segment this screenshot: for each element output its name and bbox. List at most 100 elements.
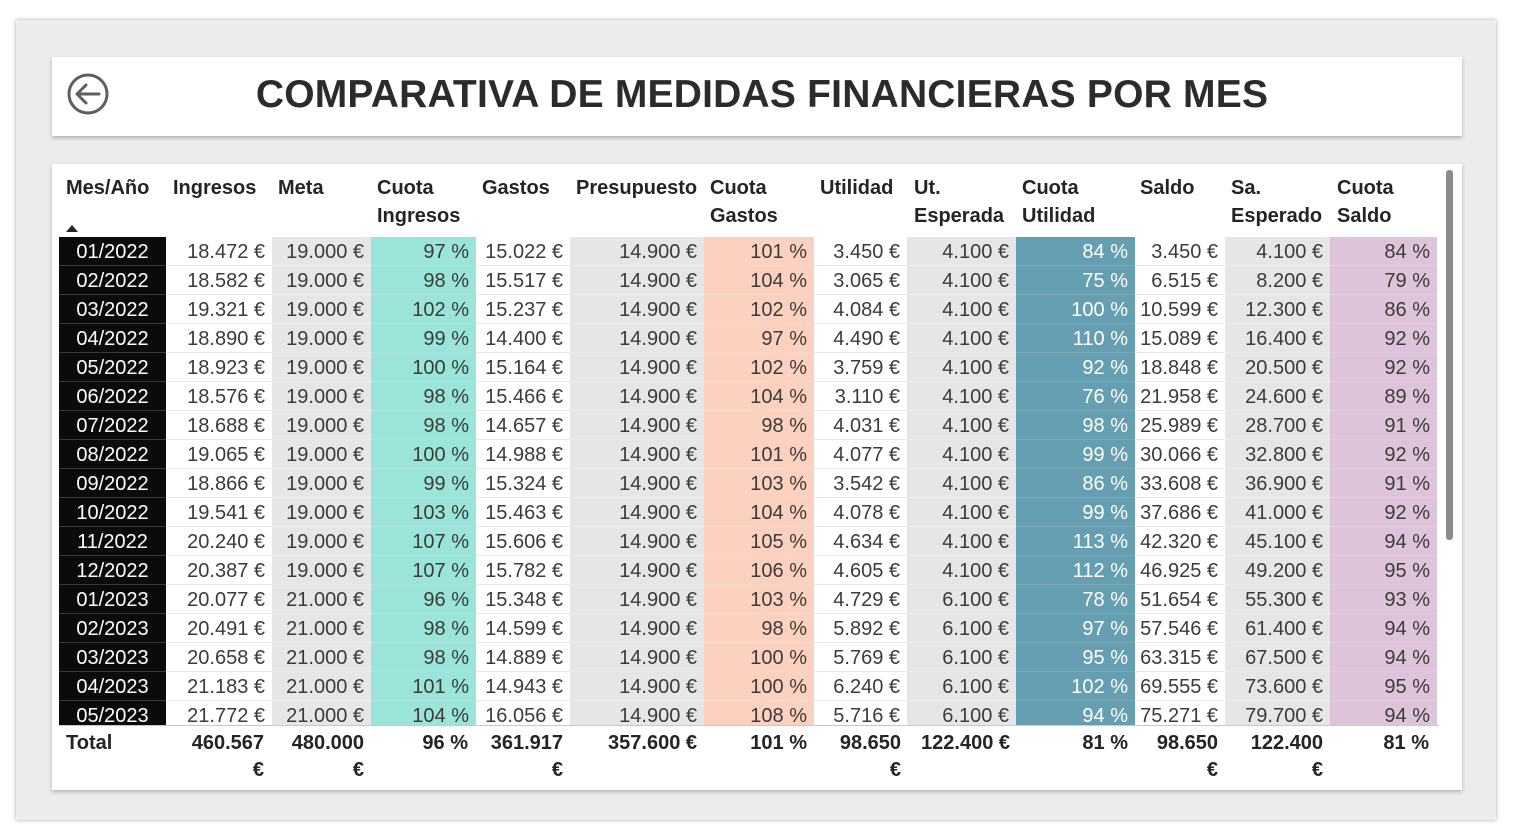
cell-utilidad: 6.240 € [814,672,907,701]
total-ingresos: 460.567 € [154,730,264,784]
cell-gastos: 15.517 € [476,266,570,295]
table-row[interactable]: 03/2023 20.658 €21.000 €98 % 14.889 €14.90… [59,643,1439,672]
cell-ut-esperada: 4.100 € [907,498,1016,527]
cell-meta: 19.000 € [272,266,371,295]
cell-sa-esperado: 55.300 € [1225,585,1330,614]
cell-sa-esperado: 24.600 € [1225,382,1330,411]
table-row[interactable]: 06/2022 18.576 €19.000 €98 % 15.466 €14.90… [59,382,1439,411]
cell-ut-esperada: 4.100 € [907,440,1016,469]
cell-meta: 19.000 € [272,440,371,469]
column-header-mes-ano[interactable]: Mes/Año [66,174,149,202]
cell-cuota-utilidad: 86 % [1016,469,1135,498]
cell-cuota-saldo: 79 % [1330,266,1437,295]
total-value: 122.400 € [921,732,1010,754]
cell-mes-ano: 08/2022 [59,440,166,469]
cell-utilidad: 4.077 € [814,440,907,469]
cell-ut-esperada: 4.100 € [907,353,1016,382]
column-header-cuota-gastos[interactable]: Cuota Gastos [710,174,778,230]
cell-ut-esperada: 4.100 € [907,469,1016,498]
column-header-saldo[interactable]: Saldo [1140,174,1194,202]
cell-ingresos: 20.491 € [166,614,272,643]
cell-utilidad: 3.759 € [814,353,907,382]
column-header-line1: Gastos [482,177,550,199]
table-row[interactable]: 04/2023 21.183 €21.000 €101 % 14.943 €14.9… [59,672,1439,701]
table-body[interactable]: 01/2022 18.472 €19.000 €97 % 15.022 €14.90… [59,237,1439,725]
column-header-utilidad[interactable]: Utilidad [820,174,893,202]
table-row[interactable]: 10/2022 19.541 €19.000 €103 % 15.463 €14.9… [59,498,1439,527]
cell-mes-ano: 09/2022 [59,469,166,498]
cell-ingresos: 19.321 € [166,295,272,324]
cell-cuota-ingresos: 97 % [371,237,476,266]
cell-ut-esperada: 4.100 € [907,527,1016,556]
cell-ut-esperada: 4.100 € [907,266,1016,295]
cell-cuota-gastos: 101 % [704,237,814,266]
back-button[interactable] [67,73,109,115]
cell-utilidad: 4.490 € [814,324,907,353]
cell-saldo: 6.515 € [1135,266,1225,295]
column-header-presupuesto[interactable]: Presupuesto [576,174,697,202]
cell-gastos: 15.466 € [476,382,570,411]
table-row[interactable]: 02/2022 18.582 €19.000 €98 % 15.517 €14.90… [59,266,1439,295]
cell-cuota-saldo: 92 % [1330,498,1437,527]
table-row[interactable]: 01/2022 18.472 €19.000 €97 % 15.022 €14.90… [59,237,1439,266]
column-header-cuota-saldo[interactable]: Cuota Saldo [1337,174,1394,230]
column-header-ingresos[interactable]: Ingresos [173,174,256,202]
table-row[interactable]: 11/2022 20.240 €19.000 €107 % 15.606 €14.9… [59,527,1439,556]
column-header-line1: Mes/Año [66,177,150,199]
cell-mes-ano: 02/2022 [59,266,166,295]
column-header-ut-esperada[interactable]: Ut. Esperada [914,174,1004,230]
cell-cuota-gastos: 101 % [704,440,814,469]
cell-mes-ano: 10/2022 [59,498,166,527]
column-header-cuota-utilidad[interactable]: Cuota Utilidad [1022,174,1095,230]
cell-presupuesto: 14.900 € [570,440,704,469]
table-row[interactable]: 01/2023 20.077 €21.000 €96 % 15.348 €14.90… [59,585,1439,614]
column-header-sa-esperado[interactable]: Sa. Esperado [1231,174,1322,230]
cell-mes-ano: 11/2022 [59,527,166,556]
total-unit: € [889,759,901,781]
total-utilidad: 98.650 € [791,730,901,784]
table-row[interactable]: 12/2022 20.387 €19.000 €107 % 15.782 €14.9… [59,556,1439,585]
cell-cuota-gastos: 103 % [704,469,814,498]
table-row[interactable]: 04/2022 18.890 €19.000 €99 % 14.400 €14.90… [59,324,1439,353]
cell-ingresos: 20.658 € [166,643,272,672]
cell-presupuesto: 14.900 € [570,701,704,725]
column-header-gastos[interactable]: Gastos [482,174,550,202]
total-value: 81 % [1383,732,1429,754]
table-row[interactable]: 05/2022 18.923 €19.000 €100 % 15.164 €14.9… [59,353,1439,382]
total-value: 460.567 [191,732,264,754]
column-header-cuota-ingresos[interactable]: Cuota Ingresos [377,174,460,230]
table-row[interactable]: 07/2022 18.688 €19.000 €98 % 14.657 €14.90… [59,411,1439,440]
cell-saldo: 18.848 € [1135,353,1225,382]
table-row[interactable]: 02/2023 20.491 €21.000 €98 % 14.599 €14.90… [59,614,1439,643]
cell-utilidad: 4.729 € [814,585,907,614]
vertical-scrollbar[interactable] [1446,170,1453,540]
cell-sa-esperado: 73.600 € [1225,672,1330,701]
total-cuota-utilidad: 81 % [1018,730,1128,757]
cell-sa-esperado: 12.300 € [1225,295,1330,324]
cell-saldo: 75.271 € [1135,701,1225,725]
table-row[interactable]: 03/2022 19.321 €19.000 €102 % 15.237 €14.9… [59,295,1439,324]
sort-ascending-icon[interactable] [66,225,78,232]
cell-saldo: 15.089 € [1135,324,1225,353]
table-row[interactable]: 05/2023 21.772 €21.000 €104 % 16.056 €14.9… [59,701,1439,725]
cell-sa-esperado: 49.200 € [1225,556,1330,585]
cell-ingresos: 18.688 € [166,411,272,440]
table-row[interactable]: 09/2022 18.866 €19.000 €99 % 15.324 €14.90… [59,469,1439,498]
cell-saldo: 57.546 € [1135,614,1225,643]
column-header-line2: Utilidad [1022,205,1096,227]
cell-ingresos: 18.890 € [166,324,272,353]
cell-cuota-utilidad: 78 % [1016,585,1135,614]
cell-cuota-saldo: 86 % [1330,295,1437,324]
cell-cuota-saldo: 94 % [1330,643,1437,672]
cell-ut-esperada: 6.100 € [907,701,1016,725]
cell-cuota-saldo: 94 % [1330,614,1437,643]
total-unit: € [1311,759,1323,781]
cell-cuota-utilidad: 75 % [1016,266,1135,295]
cell-cuota-utilidad: 102 % [1016,672,1135,701]
cell-cuota-gastos: 106 % [704,556,814,585]
table-row[interactable]: 08/2022 19.065 €19.000 €100 % 14.988 €14.9… [59,440,1439,469]
cell-saldo: 33.608 € [1135,469,1225,498]
cell-meta: 19.000 € [272,353,371,382]
column-header-meta[interactable]: Meta [278,174,324,202]
cell-cuota-utilidad: 95 % [1016,643,1135,672]
